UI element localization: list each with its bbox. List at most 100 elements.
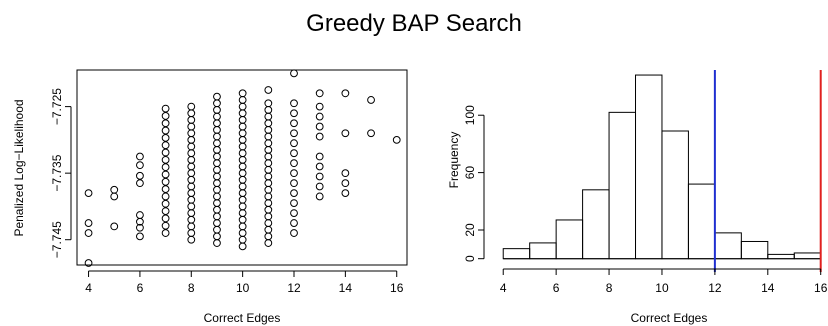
scatter-y-tick-label: −7.725 xyxy=(50,88,64,125)
scatter-point xyxy=(264,145,273,154)
scatter-point xyxy=(161,155,170,164)
scatter-point xyxy=(161,207,170,215)
histogram-x-tick-label: 12 xyxy=(708,281,722,295)
scatter-point xyxy=(238,96,247,104)
scatter-point xyxy=(238,142,247,151)
histogram-bar xyxy=(555,219,584,260)
scatter-y-label: Penalized Log−Likelihood xyxy=(12,99,26,236)
scatter-point xyxy=(161,163,170,172)
scatter-point xyxy=(264,172,273,181)
histogram-y-tick-label: 100 xyxy=(463,105,477,125)
histogram-bar xyxy=(608,111,637,260)
scatter-point xyxy=(136,152,144,161)
scatter-x-tick-label: 16 xyxy=(390,281,404,295)
scatter-point xyxy=(187,155,196,164)
scatter-point xyxy=(136,171,144,180)
scatter-point xyxy=(290,159,298,168)
scatter-panel: 4 6 8 10 12 14 16 −7.745 −7.735 −7.725 Correct E… xyxy=(12,69,408,325)
scatter-point xyxy=(110,222,119,231)
scatter-point xyxy=(110,185,119,194)
scatter-point xyxy=(315,102,324,111)
scatter-point xyxy=(238,242,247,251)
scatter-point xyxy=(187,109,196,118)
scatter-point xyxy=(238,149,247,158)
scatter-point xyxy=(213,185,221,194)
scatter-point xyxy=(238,189,247,198)
scatter-point xyxy=(238,175,247,184)
scatter-point xyxy=(238,89,247,98)
scatter-point xyxy=(213,99,221,108)
scatter-point xyxy=(161,104,170,113)
scatter-x-label: Correct Edges xyxy=(204,311,281,325)
scatter-point xyxy=(187,189,196,198)
scatter-point xyxy=(187,169,196,178)
scatter-point xyxy=(213,132,221,141)
scatter-point xyxy=(290,209,298,217)
scatter-point xyxy=(187,116,196,124)
scatter-point xyxy=(238,116,247,124)
scatter-point xyxy=(315,152,324,161)
scatter-point xyxy=(161,229,170,237)
scatter-point xyxy=(290,119,298,128)
scatter-x-tick-label: 14 xyxy=(339,281,353,295)
scatter-point xyxy=(290,69,298,78)
histogram-x-tick-label: 4 xyxy=(500,281,507,295)
scatter-x-tick-label: 6 xyxy=(137,281,144,295)
scatter-point xyxy=(315,182,324,191)
scatter-point xyxy=(161,119,170,128)
scatter-point xyxy=(315,192,324,201)
scatter-point xyxy=(315,132,324,141)
scatter-plot-box xyxy=(76,69,408,266)
histogram-x-tick-label: 8 xyxy=(606,281,613,295)
scatter-point xyxy=(238,155,247,164)
scatter-point xyxy=(238,122,247,131)
scatter-point xyxy=(213,92,221,101)
scatter-point xyxy=(84,259,93,267)
scatter-point xyxy=(161,221,170,230)
scatter-point xyxy=(290,229,298,237)
scatter-point xyxy=(238,182,247,191)
scatter-point xyxy=(264,185,273,194)
histogram-bar xyxy=(793,252,822,260)
scatter-point xyxy=(213,225,221,234)
scatter-point xyxy=(213,165,221,174)
scatter-point xyxy=(213,205,221,214)
scatter-point xyxy=(161,192,170,201)
scatter-point xyxy=(264,205,273,214)
scatter-point xyxy=(213,179,221,188)
scatter-point xyxy=(264,212,273,221)
scatter-point xyxy=(136,232,144,241)
scatter-x-axis: 4 6 8 10 12 14 16 xyxy=(85,270,404,295)
scatter-point xyxy=(161,199,170,208)
scatter-point xyxy=(213,232,221,241)
scatter-point xyxy=(290,149,298,158)
scatter-point xyxy=(161,170,170,179)
scatter-point xyxy=(290,179,298,188)
scatter-point xyxy=(264,99,273,108)
scatter-point xyxy=(136,161,144,170)
scatter-point xyxy=(84,219,93,227)
scatter-y-tick-label: −7.735 xyxy=(50,154,64,191)
histogram-x-tick-label: 16 xyxy=(814,281,828,295)
scatter-point xyxy=(264,165,273,174)
scatter-point xyxy=(161,133,170,142)
scatter-point xyxy=(136,211,144,219)
scatter-point xyxy=(290,199,298,208)
scatter-point xyxy=(213,145,221,154)
scatter-point xyxy=(238,135,247,144)
scatter-point xyxy=(213,125,221,134)
scatter-point xyxy=(238,202,247,211)
scatter-point xyxy=(238,109,247,118)
scatter-point xyxy=(290,189,298,198)
histogram-bar xyxy=(714,232,742,260)
figure-title: Greedy BAP Search xyxy=(306,10,522,37)
scatter-x-tick-label: 12 xyxy=(287,281,301,295)
scatter-point xyxy=(264,192,273,201)
scatter-point xyxy=(341,189,350,198)
scatter-point xyxy=(238,229,247,237)
scatter-point xyxy=(264,112,273,121)
scatter-point xyxy=(213,239,221,247)
scatter-point xyxy=(213,199,221,208)
scatter-point xyxy=(238,169,247,178)
